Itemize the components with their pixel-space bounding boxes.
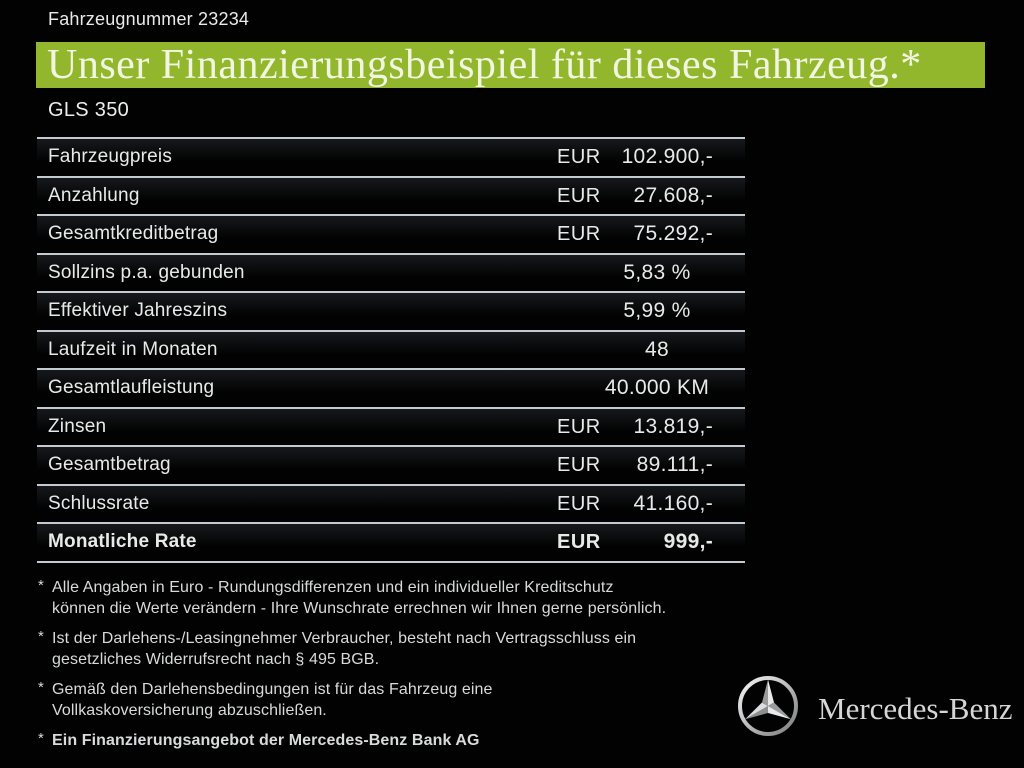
row-label: Effektiver Jahreszins bbox=[48, 300, 228, 322]
row-value: EUR 102.900,- bbox=[557, 145, 713, 169]
page-title: Unser Finanzierungsbeispiel für dieses F… bbox=[47, 42, 922, 88]
amount-value: 102.900,- bbox=[621, 145, 713, 169]
row-label: Gesamtlaufleistung bbox=[48, 377, 215, 399]
finance-table: Fahrzeugpreis EUR 102.900,- Anzahlung EU… bbox=[37, 137, 745, 563]
row-label: Gesamtkreditbetrag bbox=[48, 223, 219, 245]
brand-wordmark: Mercedes-Benz bbox=[818, 691, 1013, 726]
amount-value: 999,- bbox=[663, 530, 713, 554]
row-value: EUR 89.111,- bbox=[557, 453, 713, 477]
row-label: Monatliche Rate bbox=[48, 531, 197, 553]
table-row: Effektiver Jahreszins 5,99 % bbox=[37, 291, 745, 330]
row-label: Sollzins p.a. gebunden bbox=[48, 261, 245, 283]
row-value: EUR 999,- bbox=[557, 530, 713, 554]
row-label: Anzahlung bbox=[48, 184, 140, 206]
amount-value: 27.608,- bbox=[633, 183, 713, 207]
table-row: Gesamtkreditbetrag EUR 75.292,- bbox=[37, 214, 745, 253]
title-banner: Unser Finanzierungsbeispiel für dieses F… bbox=[36, 42, 985, 88]
asterisk-marker: * bbox=[38, 577, 44, 594]
footnote: * Ist der Darlehens-/Leasingnehmer Verbr… bbox=[38, 628, 738, 670]
currency-label: EUR bbox=[557, 415, 601, 438]
amount-value: 75.292,- bbox=[633, 222, 713, 246]
amount-value: 41.160,- bbox=[633, 491, 713, 515]
row-value: EUR 41.160,- bbox=[557, 492, 713, 516]
row-label: Gesamtbetrag bbox=[48, 454, 171, 476]
currency-label: EUR bbox=[557, 454, 601, 477]
footnote-text: Ist der Darlehens-/Leasingnehmer Verbrau… bbox=[52, 630, 637, 668]
row-label: Fahrzeugpreis bbox=[48, 146, 173, 168]
row-value: 5,83 % bbox=[623, 260, 691, 284]
currency-label: EUR bbox=[557, 146, 601, 169]
asterisk-marker: * bbox=[38, 730, 44, 747]
table-row-monthly-rate: Monatliche Rate EUR 999,- bbox=[37, 522, 745, 563]
table-row: Gesamtbetrag EUR 89.111,- bbox=[37, 445, 745, 484]
table-row: Gesamtlaufleistung 40.000 KM bbox=[37, 368, 745, 407]
row-label: Zinsen bbox=[48, 415, 107, 437]
footnote-bank-offer: * Ein Finanzierungsangebot der Mercedes-… bbox=[38, 730, 738, 751]
model-name: GLS 350 bbox=[48, 99, 130, 121]
brand-logo: Mercedes-Benz bbox=[734, 672, 1013, 740]
currency-label: EUR bbox=[557, 531, 601, 554]
mercedes-star-icon bbox=[738, 676, 798, 736]
row-value: 5,99 % bbox=[623, 299, 691, 323]
table-row: Schlussrate EUR 41.160,- bbox=[37, 483, 745, 522]
vehicle-number: Fahrzeugnummer 23234 bbox=[48, 9, 250, 29]
footnote-text: Ein Finanzierungsangebot der Mercedes-Be… bbox=[52, 732, 480, 749]
footnote-text: Alle Angaben in Euro - Rundungsdifferenz… bbox=[52, 579, 667, 617]
row-value: EUR 27.608,- bbox=[557, 184, 713, 208]
asterisk-marker: * bbox=[38, 628, 44, 645]
row-value: EUR 75.292,- bbox=[557, 222, 713, 246]
row-value: EUR 13.819,- bbox=[557, 415, 713, 439]
currency-label: EUR bbox=[557, 223, 601, 246]
currency-label: EUR bbox=[557, 184, 601, 207]
table-row: Anzahlung EUR 27.608,- bbox=[37, 175, 745, 214]
asterisk-marker: * bbox=[38, 679, 44, 696]
footnote-text: Gemäß den Darlehensbedingungen ist für d… bbox=[52, 681, 493, 719]
row-label: Schlussrate bbox=[48, 492, 150, 514]
table-row: Sollzins p.a. gebunden 5,83 % bbox=[37, 252, 745, 291]
table-row: Laufzeit in Monaten 48 bbox=[37, 329, 745, 368]
amount-value: 13.819,- bbox=[633, 414, 713, 438]
footnote: * Gemäß den Darlehensbedingungen ist für… bbox=[38, 679, 738, 721]
table-row: Fahrzeugpreis EUR 102.900,- bbox=[37, 137, 745, 176]
footnotes: * Alle Angaben in Euro - Rundungsdiffere… bbox=[38, 577, 738, 760]
footnote: * Alle Angaben in Euro - Rundungsdiffere… bbox=[38, 577, 738, 619]
row-value: 48 bbox=[645, 337, 669, 361]
row-label: Laufzeit in Monaten bbox=[48, 338, 218, 360]
table-row: Zinsen EUR 13.819,- bbox=[37, 406, 745, 445]
currency-label: EUR bbox=[557, 492, 601, 515]
row-value: 40.000 KM bbox=[604, 376, 710, 400]
amount-value: 89.111,- bbox=[636, 453, 713, 477]
